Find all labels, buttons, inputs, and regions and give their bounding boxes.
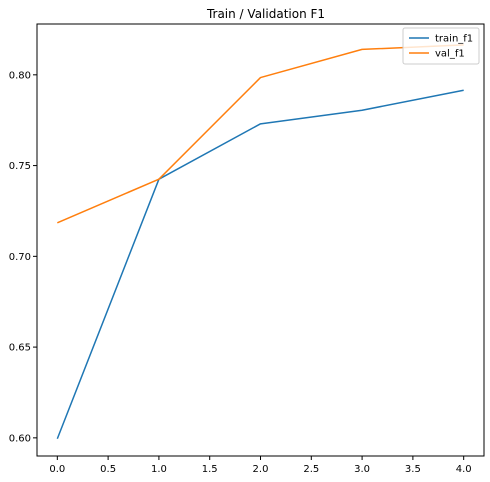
series-line-val-f1 bbox=[57, 44, 464, 224]
chart-title: Train / Validation F1 bbox=[206, 7, 325, 21]
plot-frame bbox=[36, 23, 485, 457]
x-tick-label: 1.0 bbox=[151, 464, 167, 475]
y-tick-label: 0.60 bbox=[9, 433, 31, 444]
x-tick-label: 0.5 bbox=[100, 464, 116, 475]
legend: train_f1 val_f1 bbox=[402, 27, 480, 65]
y-tick-label: 0.80 bbox=[9, 70, 31, 81]
legend-box bbox=[402, 27, 480, 65]
y-tick-label: 0.65 bbox=[9, 343, 31, 354]
legend-label-val-f1: val_f1 bbox=[435, 49, 465, 60]
x-tick-label: 3.5 bbox=[405, 464, 421, 475]
x-tick-label: 4.0 bbox=[456, 464, 472, 475]
x-tick-label: 1.5 bbox=[202, 464, 218, 475]
y-tick-label: 0.70 bbox=[9, 252, 31, 263]
series-layer bbox=[56, 44, 464, 440]
series-line-train-f1 bbox=[56, 89, 464, 440]
axes: 0.0 0.5 1.0 1.5 2.0 2.5 3.0 3.5 4.0 0.60 0.65 0.70 0… bbox=[9, 23, 485, 475]
x-tick-label: 2.0 bbox=[253, 464, 269, 475]
x-tick-label: 2.5 bbox=[303, 464, 319, 475]
x-tick-label: 3.0 bbox=[354, 464, 370, 475]
y-tick-label: 0.75 bbox=[9, 161, 31, 172]
legend-label-train-f1: train_f1 bbox=[435, 34, 473, 45]
x-tick-label: 0.0 bbox=[49, 464, 65, 475]
